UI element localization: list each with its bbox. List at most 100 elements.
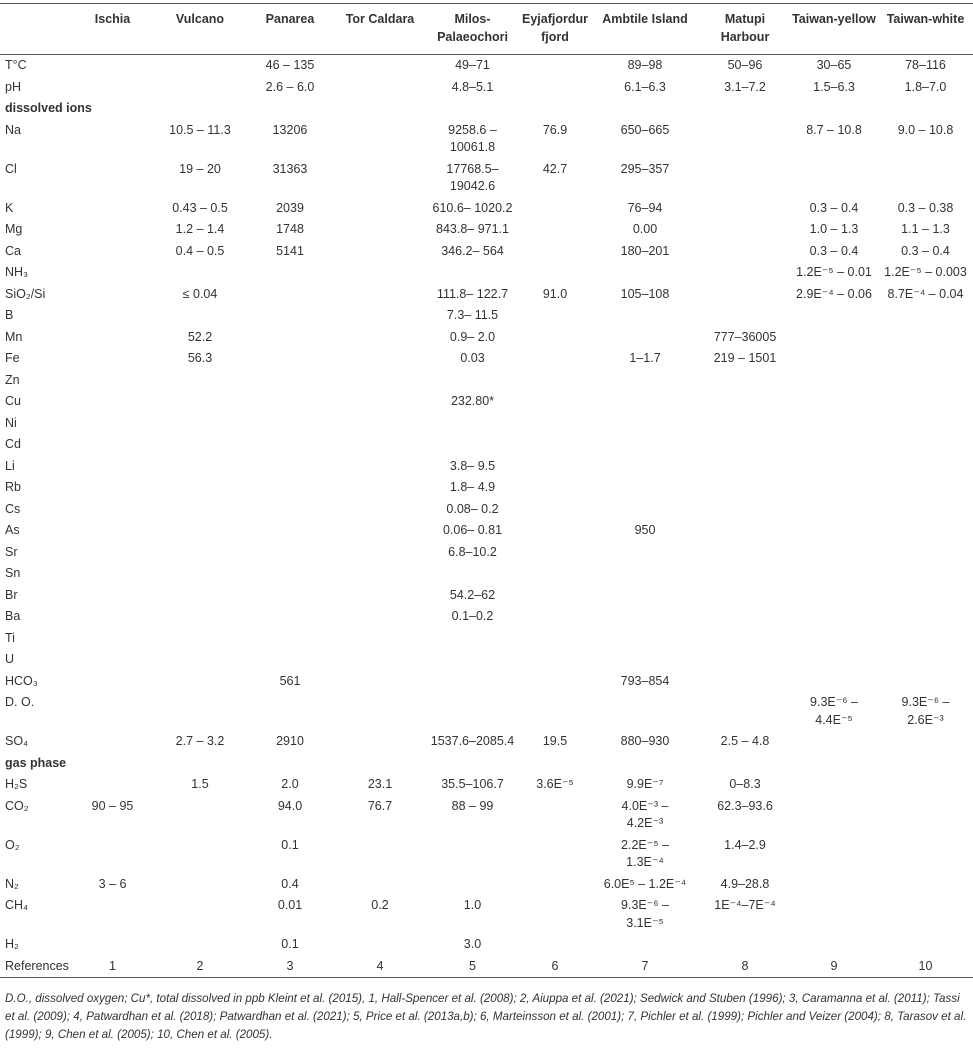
- value-cell: 561: [279, 673, 301, 688]
- data-row: T°C 46 – 135 49–71 89–98 50–96 30–65 78–116: [0, 55, 973, 77]
- value-cell: [790, 628, 878, 650]
- row-label: As: [5, 523, 20, 537]
- value-cell: [335, 120, 425, 159]
- row-label: Cu: [5, 394, 21, 408]
- value-cell: 0.3 – 0.4: [809, 200, 859, 215]
- value-cell: 0.9– 2.0: [449, 329, 496, 344]
- value-cell: [520, 692, 590, 731]
- value-cell: [155, 542, 245, 564]
- value-cell: 9.3E⁻⁶ – 3.1E⁻⁵: [590, 895, 700, 934]
- row-label: SiO₂/Si: [5, 286, 46, 301]
- value-cell: [700, 305, 790, 327]
- value-cell: 610.6– 1020.2: [432, 200, 513, 215]
- value-cell: 0.1: [281, 937, 299, 951]
- cell-line: 1.3E⁻⁴: [626, 855, 664, 869]
- value-cell: [245, 327, 335, 349]
- value-cell: 52.2: [187, 329, 213, 344]
- cell-line: 2.2E⁻⁵ –: [621, 837, 669, 852]
- value-cell: [245, 391, 335, 413]
- cell-line: fjord: [541, 29, 569, 44]
- row-label: NH₃: [5, 265, 29, 279]
- value-cell: [590, 434, 700, 456]
- value-cell: [878, 499, 973, 521]
- row-label: Zn: [5, 372, 20, 387]
- value-cell: [425, 835, 520, 874]
- value-cell: [425, 649, 520, 671]
- row-label: Ba: [5, 609, 21, 623]
- data-row: Fe 56.3 0.03 1–1.7 219 – 1501: [0, 348, 973, 370]
- value-cell: [155, 649, 245, 671]
- value-cell: [520, 606, 590, 628]
- value-cell: [70, 370, 155, 392]
- value-cell: [790, 159, 878, 198]
- value-cell: 0.1–0.2: [451, 609, 494, 623]
- value-cell: [878, 874, 973, 896]
- row-label: Cd: [5, 437, 21, 451]
- cell-line: Palaeochori: [437, 29, 508, 44]
- value-cell: 1.8– 4.9: [449, 480, 496, 494]
- data-table: Ischia Vulcano Panarea Tor Caldara Milos- Pal…: [0, 3, 973, 978]
- value-cell: 7: [590, 955, 700, 978]
- value-cell: [425, 370, 520, 392]
- value-cell: [155, 305, 245, 327]
- value-cell: [155, 499, 245, 521]
- value-cell: 1: [70, 955, 155, 978]
- value-cell: ≤ 0.04: [182, 286, 218, 301]
- value-cell: [70, 774, 155, 796]
- value-cell: [790, 477, 878, 499]
- value-cell: [790, 731, 878, 753]
- value-cell: [520, 348, 590, 370]
- data-row: K 0.43 – 0.5 2039 610.6– 1020.2 76–94 0.3 – 0…: [0, 198, 973, 220]
- value-cell: [335, 649, 425, 671]
- value-cell: [425, 262, 520, 284]
- row-label: Sn: [5, 566, 21, 580]
- value-cell: [245, 305, 335, 327]
- value-cell: [590, 499, 700, 521]
- value-cell: [70, 692, 155, 731]
- value-cell: [878, 835, 973, 874]
- value-cell: [335, 628, 425, 650]
- row-label: Cl: [5, 161, 17, 176]
- value-cell: [520, 628, 590, 650]
- data-row: Sn: [0, 563, 973, 585]
- value-cell: [155, 434, 245, 456]
- value-cell: [70, 835, 155, 874]
- value-cell: [700, 477, 790, 499]
- value-cell: 2.7 – 3.2: [175, 734, 225, 748]
- value-cell: [790, 499, 878, 521]
- value-cell: [70, 585, 155, 607]
- value-cell: [70, 934, 155, 956]
- row-label: Ni: [5, 415, 17, 430]
- value-cell: [790, 796, 878, 835]
- value-cell: [520, 370, 590, 392]
- page: {"table": { "headers": ["Ischia", "Vulca…: [0, 3, 973, 1055]
- value-cell: [70, 262, 155, 284]
- value-cell: [245, 413, 335, 435]
- value-cell: [245, 262, 335, 284]
- value-cell: 1.4–2.9: [724, 837, 766, 852]
- value-cell: 5141: [276, 243, 304, 258]
- value-cell: [790, 874, 878, 896]
- row-label: Ca: [5, 243, 21, 258]
- value-cell: [335, 934, 425, 956]
- cell-line: 2.6E⁻³: [907, 712, 944, 727]
- value-cell: 650–665: [620, 122, 670, 137]
- value-cell: 54.2–62: [449, 587, 496, 602]
- cell-line: Matupi: [724, 12, 766, 26]
- value-cell: [335, 77, 425, 99]
- value-cell: [520, 219, 590, 241]
- value-cell: 1.5: [191, 777, 209, 791]
- value-cell: 10: [878, 955, 973, 978]
- value-cell: 2910: [276, 734, 304, 748]
- value-cell: [155, 77, 245, 99]
- row-label: Mg: [5, 222, 23, 236]
- value-cell: [790, 348, 878, 370]
- row-label: Br: [5, 587, 18, 602]
- value-cell: [155, 391, 245, 413]
- value-cell: [878, 456, 973, 478]
- cell-line: Milos-: [454, 12, 491, 26]
- value-cell: [70, 499, 155, 521]
- value-cell: [878, 796, 973, 835]
- value-cell: [520, 262, 590, 284]
- value-cell: [70, 348, 155, 370]
